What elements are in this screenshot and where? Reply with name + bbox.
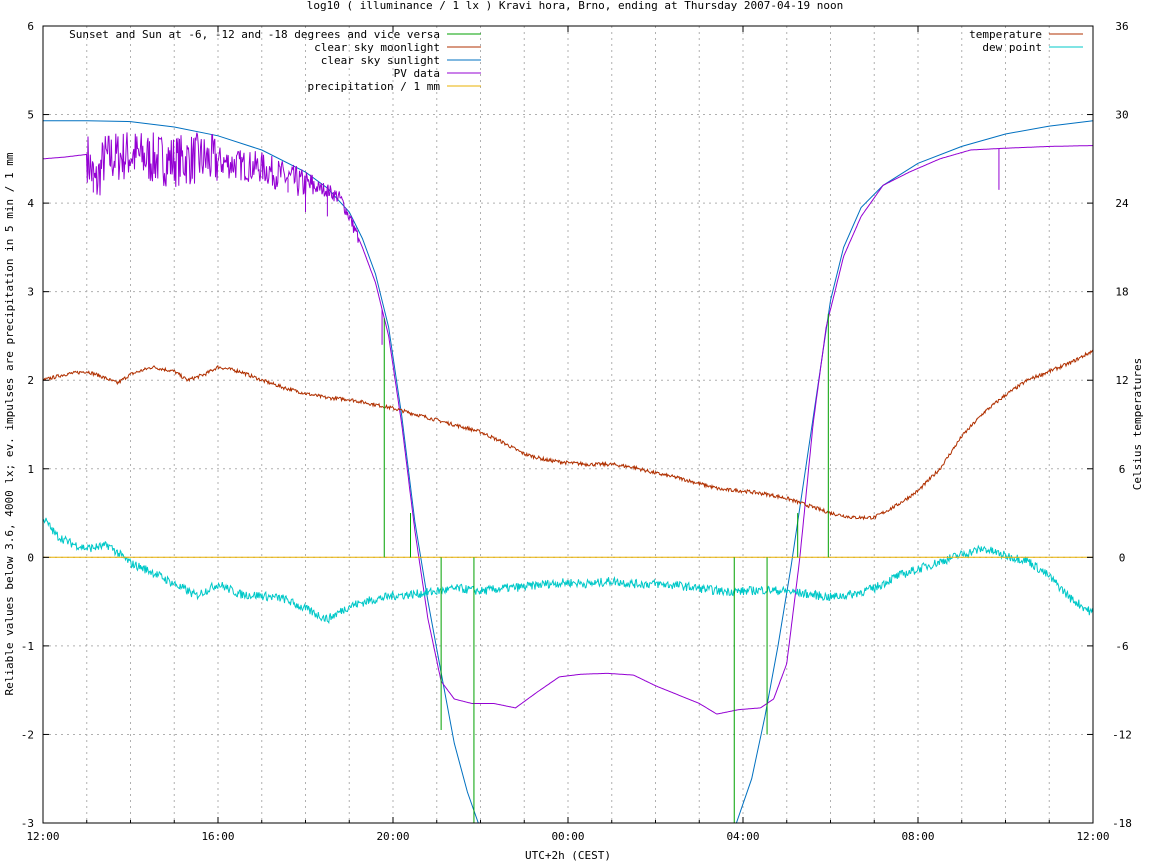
- y-tick-label: 4: [27, 197, 34, 210]
- legend-label: Sunset and Sun at -6, -12 and -18 degree…: [69, 28, 440, 41]
- x-tick-label: 00:00: [551, 830, 584, 843]
- y2-tick-label: 6: [1119, 463, 1126, 476]
- y-tick-label: -3: [21, 817, 34, 830]
- y-tick-label: 2: [27, 374, 34, 387]
- y2-tick-label: 12: [1115, 374, 1128, 387]
- y2-tick-label: 18: [1115, 286, 1128, 299]
- y2-tick-label: -12: [1112, 728, 1132, 741]
- y2-tick-label: 0: [1119, 551, 1126, 564]
- y-tick-label: 6: [27, 20, 34, 33]
- x-tick-label: 16:00: [201, 830, 234, 843]
- x-tick-label: 12:00: [26, 830, 59, 843]
- y2-tick-label: 30: [1115, 109, 1128, 122]
- y2-tick-label: 36: [1115, 20, 1128, 33]
- y-tick-label: 0: [27, 551, 34, 564]
- y-tick-label: 5: [27, 109, 34, 122]
- axis-ticks: 12:00 16:00 20:00 00:00 04:00 08:00 12:00-3-2-…: [21, 20, 1132, 843]
- y2-tick-label: -18: [1112, 817, 1132, 830]
- x-tick-label: 04:00: [726, 830, 759, 843]
- legend-label: temperature: [969, 28, 1042, 41]
- y-tick-label: 3: [27, 286, 34, 299]
- series-dew-point-line: [42, 517, 1094, 625]
- legend-label: precipitation / 1 mm: [308, 80, 441, 93]
- series-pv-data-line: [43, 132, 1094, 715]
- x-tick-label: 08:00: [901, 830, 934, 843]
- legend-label: clear sky moonlight: [314, 41, 440, 54]
- y2-tick-label: 24: [1115, 197, 1129, 210]
- y2-axis-label: Celsius temperatures: [1131, 358, 1144, 490]
- x-tick-label: 20:00: [376, 830, 409, 843]
- series-temperature-line: [42, 349, 1094, 521]
- x-axis-label: UTC+2h (CEST): [525, 849, 611, 862]
- x-tick-label: 12:00: [1076, 830, 1109, 843]
- legend-label: dew point: [982, 41, 1042, 54]
- plot-lines: [42, 120, 1094, 824]
- y-tick-label: 1: [27, 463, 34, 476]
- legend: Sunset and Sun at -6, -12 and -18 degree…: [69, 28, 1083, 93]
- y-tick-label: -1: [21, 640, 34, 653]
- legend-label: clear sky sunlight: [321, 54, 440, 67]
- series-clear-sky-sunlight-line: [43, 120, 1094, 824]
- y-axis-label: Reliable values below 3.6, 4000 lx; ev. …: [3, 152, 16, 695]
- y2-tick-label: -6: [1115, 640, 1128, 653]
- y-tick-label: -2: [21, 728, 34, 741]
- chart-title: log10 ( illuminance / 1 lx ) Kravi hora,…: [307, 0, 843, 12]
- legend-label: PV data: [394, 67, 440, 80]
